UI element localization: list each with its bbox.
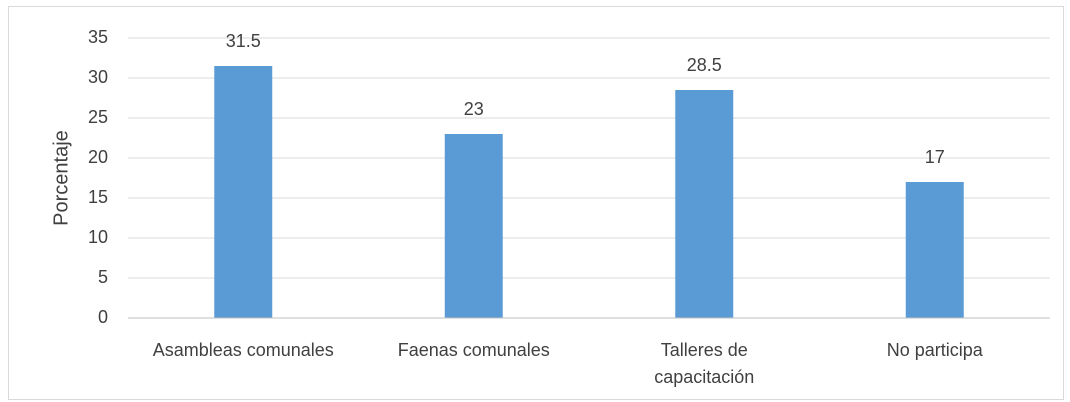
y-tick-label: 20 bbox=[88, 147, 108, 167]
x-tick-label: Asambleas comunales bbox=[153, 340, 334, 360]
y-tick-label: 5 bbox=[98, 267, 108, 287]
y-tick-label: 10 bbox=[88, 227, 108, 247]
data-label: 28.5 bbox=[687, 55, 722, 75]
y-tick-label: 15 bbox=[88, 187, 108, 207]
bar bbox=[675, 90, 734, 318]
x-tick-label: Faenas comunales bbox=[398, 340, 550, 360]
data-label: 23 bbox=[464, 99, 484, 119]
x-tick-label: No participa bbox=[887, 340, 984, 360]
y-tick-label: 25 bbox=[88, 107, 108, 127]
y-axis-title: Porcentaje bbox=[50, 130, 72, 226]
chart-frame bbox=[8, 6, 1064, 400]
bar bbox=[444, 134, 503, 318]
y-tick-label: 0 bbox=[98, 307, 108, 327]
bar bbox=[214, 66, 273, 318]
bar bbox=[905, 182, 964, 318]
data-label: 31.5 bbox=[226, 31, 261, 51]
y-tick-label: 30 bbox=[88, 67, 108, 87]
data-label: 17 bbox=[925, 147, 945, 167]
y-tick-label: 35 bbox=[88, 27, 108, 47]
x-tick-label: Talleres de capacitación bbox=[654, 340, 754, 387]
